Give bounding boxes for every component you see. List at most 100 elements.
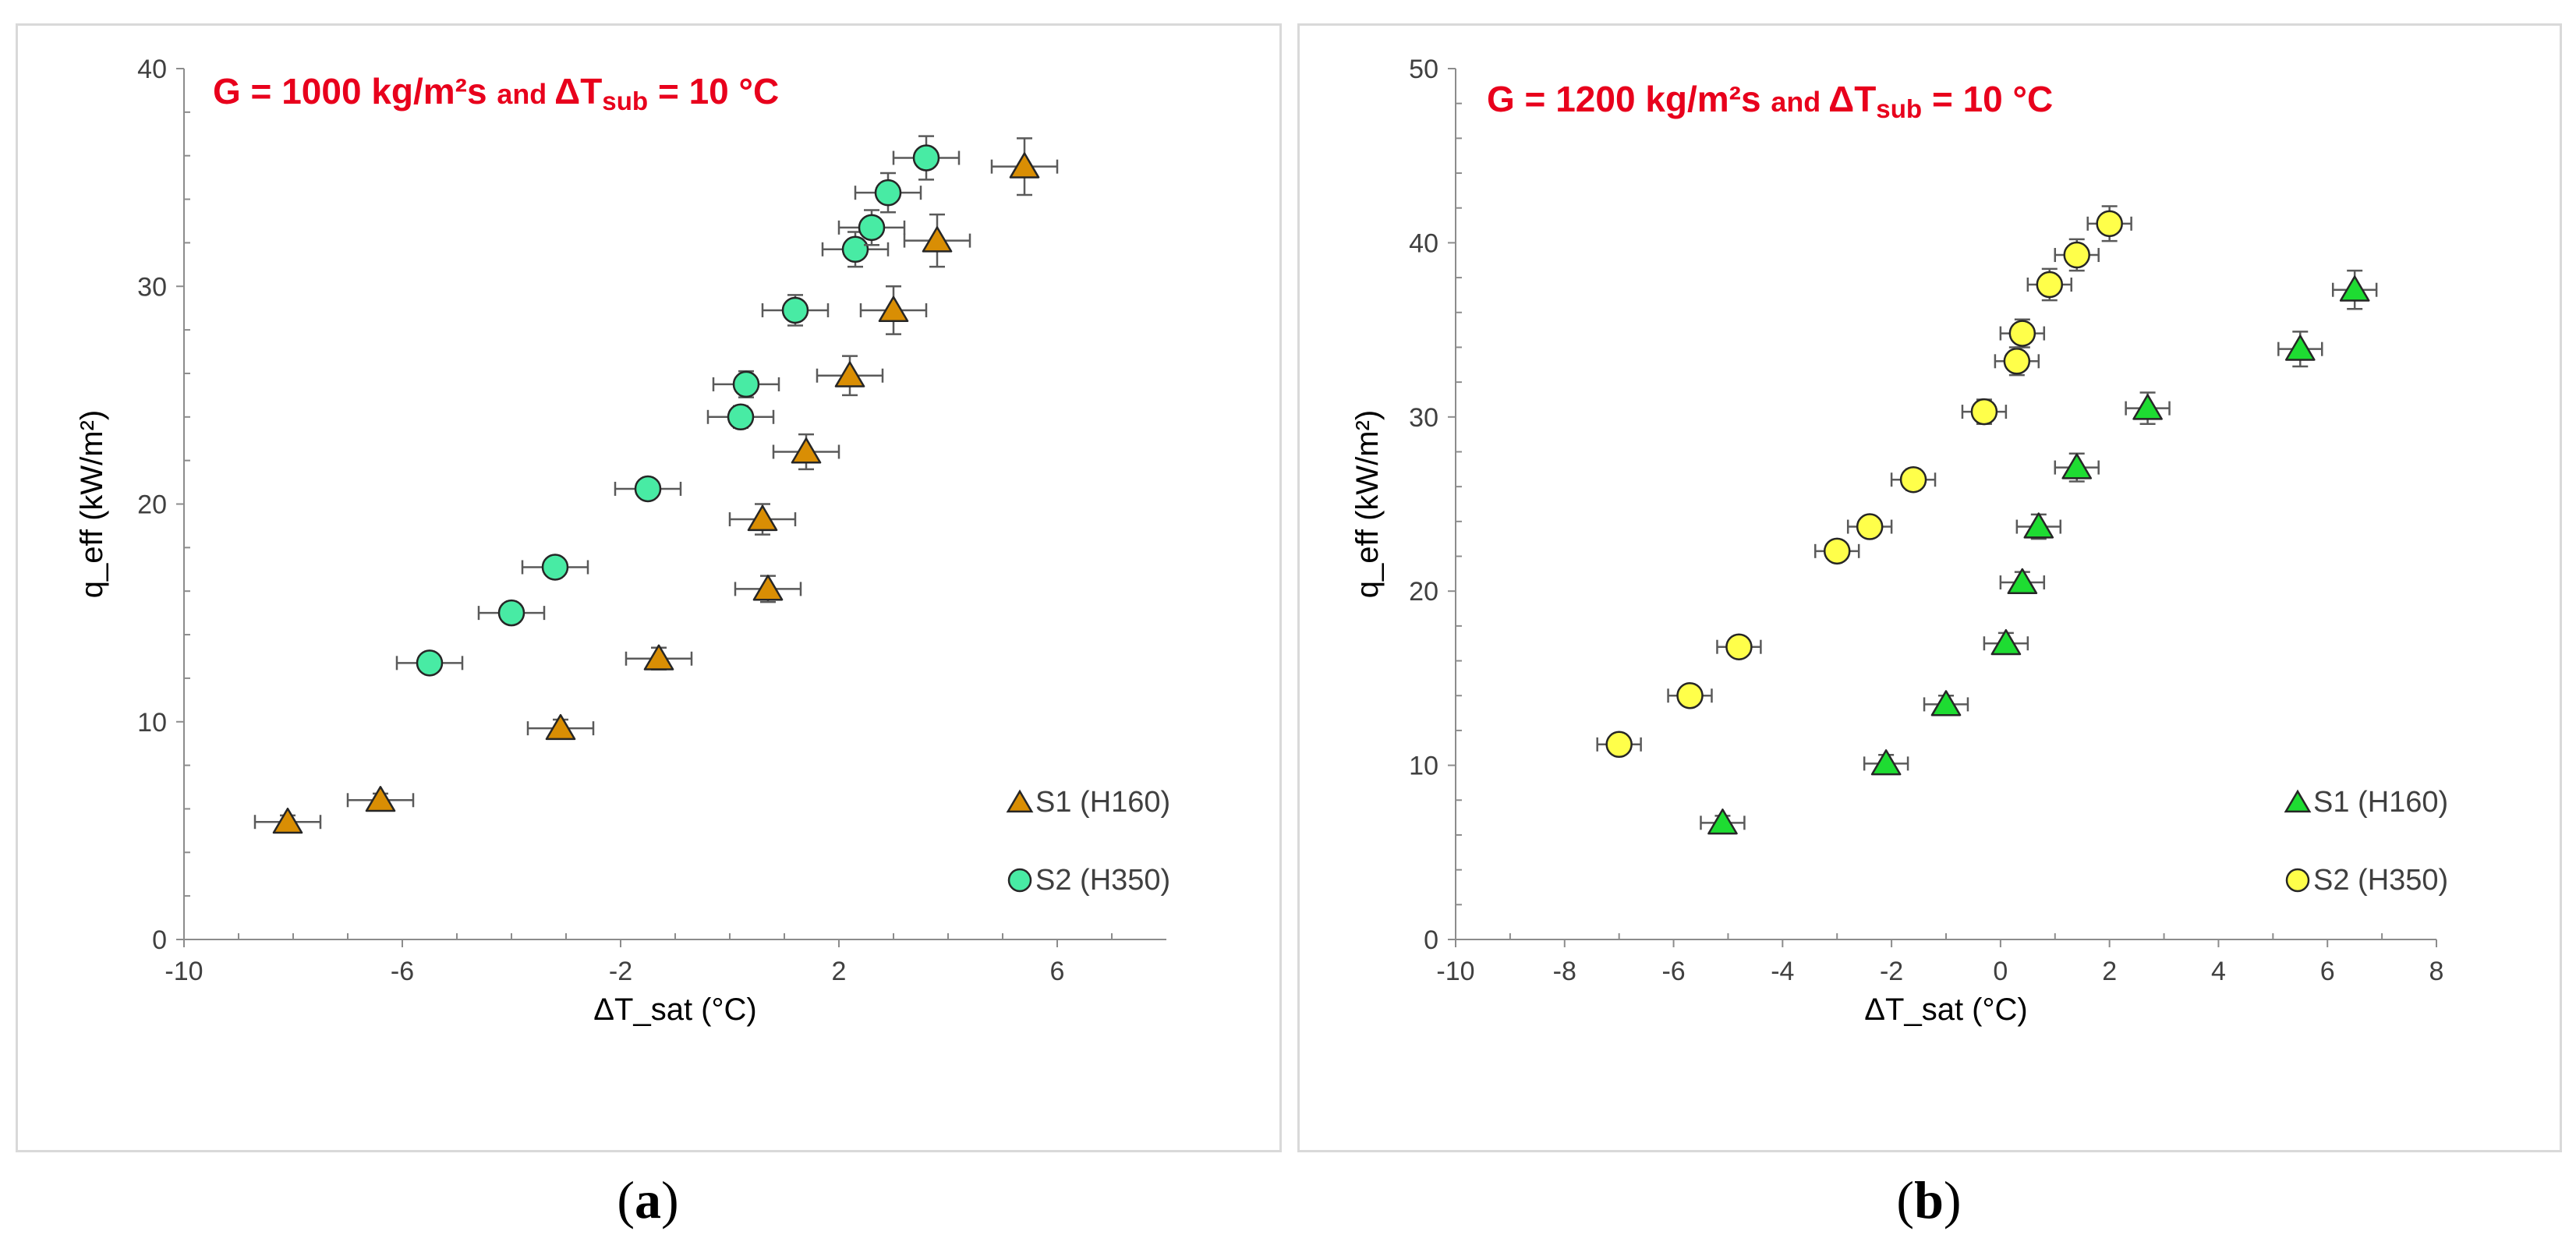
- data-point-circle: [912, 144, 940, 172]
- data-point-circle: [732, 370, 760, 398]
- chart-title: G = 1200 kg/m²s and ΔTsub = 10 °C: [1487, 79, 2053, 124]
- x-tick-label: -10: [1436, 957, 1474, 986]
- legend-marker-triangle: [2284, 789, 2312, 813]
- legend-label: S1 (H160): [1035, 786, 1170, 819]
- chart-panel-b: 0 10 20 30 40 50 -10 -8 -6 -4 -2 0 2 4 6 8 ΔT_sat (°C) q_…: [1297, 23, 2562, 1152]
- data-point-circle: [2036, 271, 2064, 299]
- x-tick-label: 0: [1993, 957, 2008, 986]
- series-triangles: [1700, 269, 2378, 835]
- data-point-triangle: [2339, 275, 2370, 302]
- data-point-circle: [2096, 210, 2123, 238]
- data-point-triangle: [272, 807, 303, 834]
- data-point-circle: [541, 554, 569, 581]
- y-tick-label: 20: [1409, 577, 1438, 607]
- data-point-circle: [497, 599, 525, 627]
- x-tick-label: 2: [2102, 957, 2117, 986]
- chart-panel-a: 0 10 20 30 40 -10 -6 -2 2 6 ΔT_sat (°C) q_eff (kW/m…: [16, 23, 1282, 1152]
- series-circles: [395, 135, 961, 677]
- x-tick-label: -10: [165, 957, 203, 986]
- data-point-circle: [858, 214, 886, 242]
- x-tick-label: -8: [1553, 957, 1576, 986]
- data-point-triangle: [2284, 334, 2316, 361]
- legend-marker-circle: [2285, 868, 2310, 893]
- x-tick-label: -2: [1880, 957, 1903, 986]
- data-point-circle: [841, 235, 869, 264]
- caption-a-label: a: [635, 1170, 661, 1230]
- series-circles: [1596, 205, 2132, 759]
- title-part: and: [1771, 87, 1828, 118]
- data-point-circle: [1823, 537, 1851, 565]
- x-tick-label: 4: [2211, 957, 2226, 986]
- title-part: sub: [602, 87, 648, 116]
- caption-b: (b): [1896, 1170, 1962, 1230]
- title-part: sub: [1876, 95, 1922, 124]
- data-point-triangle: [747, 504, 778, 532]
- legend-label: S2 (H350): [2313, 864, 2448, 897]
- data-point-triangle: [2007, 568, 2038, 595]
- caption-a: (a): [617, 1170, 679, 1230]
- data-point-circle: [634, 475, 662, 503]
- x-tick-label: 8: [2429, 957, 2444, 986]
- y-axis-label: q_eff (kW/m²): [75, 410, 109, 599]
- caption-b-label: b: [1914, 1170, 1944, 1230]
- y-tick-label: 10: [1409, 752, 1438, 781]
- y-tick-label: 0: [152, 925, 167, 955]
- x-tick-label: 2: [832, 957, 847, 986]
- data-point-triangle: [365, 786, 396, 812]
- data-point-triangle: [878, 295, 909, 322]
- data-point-triangle: [2061, 453, 2093, 479]
- data-point-triangle: [643, 644, 674, 670]
- x-tick-label: -4: [1771, 957, 1794, 986]
- y-tick-label: 0: [1424, 925, 1438, 955]
- data-point-circle: [1676, 681, 1704, 709]
- data-point-triangle: [2023, 512, 2054, 539]
- data-point-triangle: [791, 437, 822, 464]
- data-point-triangle: [1707, 808, 1738, 835]
- data-point-circle: [727, 403, 755, 431]
- y-axis-label: q_eff (kW/m²): [1350, 410, 1385, 599]
- x-tick-label: 6: [1050, 957, 1065, 986]
- x-tick-label: 6: [2320, 957, 2335, 986]
- data-point-circle: [1970, 398, 1998, 426]
- y-tick-label: 10: [137, 708, 167, 738]
- data-point-triangle: [2132, 394, 2163, 420]
- y-tick-label: 20: [137, 490, 167, 520]
- x-axis-label: ΔT_sat (°C): [1864, 992, 2027, 1027]
- data-point-triangle: [1870, 749, 1902, 776]
- data-point-circle: [2063, 241, 2090, 269]
- data-point-triangle: [922, 226, 953, 253]
- title-part: = 10 °C: [1922, 79, 2053, 119]
- data-point-triangle: [752, 575, 784, 601]
- data-point-triangle: [1930, 690, 1962, 716]
- data-point-circle: [781, 296, 809, 324]
- y-tick-label: 30: [137, 272, 167, 302]
- data-point-circle: [1856, 513, 1884, 540]
- data-point-circle: [1899, 465, 1927, 494]
- y-tick-label: 40: [1409, 228, 1438, 258]
- y-tick-label: 30: [1409, 403, 1438, 433]
- data-point-circle: [2008, 320, 2036, 347]
- data-point-circle: [874, 179, 902, 207]
- title-part: G = 1000 kg/m²s: [213, 71, 497, 111]
- title-part: = 10 °C: [648, 71, 779, 111]
- title-part: G = 1200 kg/m²s: [1487, 79, 1771, 119]
- legend-label: S2 (H350): [1035, 864, 1170, 897]
- data-point-circle: [1725, 633, 1753, 660]
- x-tick-label: -2: [609, 957, 632, 986]
- scatter-plot-b: 0 10 20 30 40 50 -10 -8 -6 -4 -2 0 2 4 6 8 ΔT_sat (°C) q_…: [1350, 55, 2448, 1027]
- series-triangles: [253, 137, 1059, 834]
- title-part: ΔT: [1828, 79, 1876, 119]
- x-tick-label: -6: [1661, 957, 1685, 986]
- data-point-triangle: [1990, 628, 2022, 656]
- title-part: ΔT: [554, 71, 602, 111]
- legend-marker-triangle: [1006, 789, 1034, 813]
- legend-marker-circle: [1007, 868, 1032, 893]
- data-point-circle: [1605, 731, 1633, 759]
- title-part: and: [497, 79, 554, 110]
- chart-title: G = 1000 kg/m²s and ΔTsub = 10 °C: [213, 71, 779, 116]
- x-tick-label: -6: [391, 957, 414, 986]
- y-tick-label: 50: [1409, 55, 1438, 84]
- x-axis-label: ΔT_sat (°C): [593, 992, 756, 1027]
- data-point-triangle: [1009, 152, 1040, 179]
- y-tick-label: 40: [137, 55, 167, 84]
